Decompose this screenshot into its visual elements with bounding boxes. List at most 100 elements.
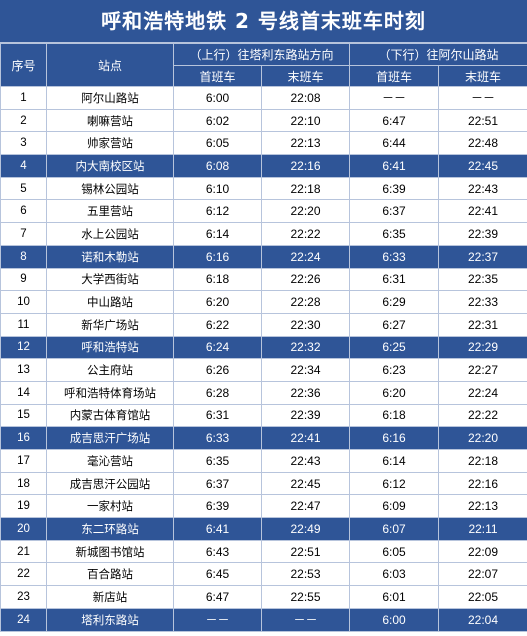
down-last-time: 22:13 xyxy=(438,494,527,519)
up-last-time: 22:26 xyxy=(260,267,351,292)
down-last-time: 22:33 xyxy=(438,290,527,314)
down-first-time: 6:01 xyxy=(349,585,440,609)
down-last-time: 22:11 xyxy=(438,517,527,541)
up-last-time: 22:28 xyxy=(260,290,351,314)
row-index: 2 xyxy=(0,108,47,133)
table-row: 20 东二环路站 6:41 22:49 6:07 22:11 xyxy=(0,517,527,541)
up-first-time: 6:45 xyxy=(173,562,262,587)
up-last-time: 22:32 xyxy=(260,335,351,360)
table-row: 1 阿尔山路站 6:00 22:08 －－ －－ xyxy=(0,86,527,110)
table-row: 23 新店站 6:47 22:55 6:01 22:05 xyxy=(0,585,527,609)
up-first-time: 6:24 xyxy=(173,335,262,360)
station-name: 五里营站 xyxy=(46,199,174,224)
row-index: 23 xyxy=(0,585,47,609)
index-header: 序号 xyxy=(0,43,47,87)
table-row: 19 一家村站 6:39 22:47 6:09 22:13 xyxy=(0,494,527,519)
row-index: 1 xyxy=(0,86,47,110)
row-index: 15 xyxy=(0,403,47,428)
down-first-time: 6:20 xyxy=(349,380,440,405)
up-first-time: 6:16 xyxy=(173,244,262,269)
down-last-time: 22:45 xyxy=(438,154,527,178)
row-index: 4 xyxy=(0,154,47,178)
table-row: 17 毫沁营站 6:35 22:43 6:14 22:18 xyxy=(0,449,527,473)
down-first-time: 6:39 xyxy=(349,176,440,201)
up-last-time: 22:16 xyxy=(260,154,351,178)
up-last-time: 22:36 xyxy=(260,380,351,405)
up-last-time: 22:53 xyxy=(260,562,351,587)
down-last-time: 22:41 xyxy=(438,199,527,224)
up-first-time: 6:37 xyxy=(173,471,262,496)
row-index: 8 xyxy=(0,244,47,269)
up-last-time: －－ xyxy=(260,607,351,632)
station-name: 新城图书馆站 xyxy=(46,539,174,564)
row-index: 18 xyxy=(0,471,47,496)
down-first-time: 6:09 xyxy=(349,494,440,519)
up-last-time: 22:10 xyxy=(260,108,351,133)
down-last-time: 22:04 xyxy=(438,607,527,632)
station-name: 中山路站 xyxy=(46,290,174,314)
up-first-header: 首班车 xyxy=(173,65,262,87)
row-index: 10 xyxy=(0,290,47,314)
down-first-time: 6:31 xyxy=(349,267,440,292)
up-last-time: 22:24 xyxy=(260,244,351,269)
down-first-time: 6:00 xyxy=(349,607,440,632)
table-row: 8 诺和木勒站 6:16 22:24 6:33 22:37 xyxy=(0,244,527,269)
down-first-time: 6:03 xyxy=(349,562,440,587)
station-name: 百合路站 xyxy=(46,562,174,587)
station-name: 东二环路站 xyxy=(46,517,174,541)
up-last-time: 22:47 xyxy=(260,494,351,519)
up-first-time: 6:33 xyxy=(173,426,262,450)
down-first-time: 6:44 xyxy=(349,131,440,156)
up-first-time: 6:35 xyxy=(173,449,262,473)
up-last-time: 22:55 xyxy=(260,585,351,609)
up-first-time: 6:26 xyxy=(173,358,262,382)
table-row: 24 塔利东路站 －－ －－ 6:00 22:04 xyxy=(0,607,527,632)
up-last-time: 22:18 xyxy=(260,176,351,201)
up-last-time: 22:13 xyxy=(260,131,351,156)
down-last-time: 22:27 xyxy=(438,358,527,382)
table-row: 5 锡林公园站 6:10 22:18 6:39 22:43 xyxy=(0,176,527,201)
station-name: 成吉思汗广场站 xyxy=(46,426,174,450)
up-last-time: 22:49 xyxy=(260,517,351,541)
down-last-time: 22:37 xyxy=(438,244,527,269)
station-name: 帅家营站 xyxy=(46,131,174,156)
station-name: 毫沁营站 xyxy=(46,449,174,473)
up-first-time: 6:39 xyxy=(173,494,262,519)
timetable: 序号 站点 （上行）往塔利东路站方向 （下行）往阿尔山路站 首班车 末班车 首班… xyxy=(0,43,527,632)
station-name: 呼和浩特站 xyxy=(46,335,174,360)
row-index: 12 xyxy=(0,335,47,360)
station-name: 阿尔山路站 xyxy=(46,86,174,110)
down-first-time: 6:12 xyxy=(349,471,440,496)
down-last-time: 22:24 xyxy=(438,380,527,405)
down-direction-header: （下行）往阿尔山路站 xyxy=(349,43,527,66)
table-row: 7 水上公园站 6:14 22:22 6:35 22:39 xyxy=(0,222,527,246)
down-first-time: 6:16 xyxy=(349,426,440,450)
up-first-time: 6:08 xyxy=(173,154,262,178)
row-index: 24 xyxy=(0,607,47,632)
up-first-time: 6:18 xyxy=(173,267,262,292)
down-first-time: 6:47 xyxy=(349,108,440,133)
up-first-time: 6:14 xyxy=(173,222,262,246)
up-direction-header: （上行）往塔利东路站方向 xyxy=(172,43,351,66)
timetable-header: 序号 站点 （上行）往塔利东路站方向 （下行）往阿尔山路站 首班车 末班车 首班… xyxy=(0,43,527,87)
table-row: 4 内大南校区站 6:08 22:16 6:41 22:45 xyxy=(0,154,527,178)
up-first-time: －－ xyxy=(173,607,262,632)
down-first-time: 6:18 xyxy=(349,403,440,428)
up-first-time: 6:28 xyxy=(173,380,262,405)
table-row: 22 百合路站 6:45 22:53 6:03 22:07 xyxy=(0,562,527,587)
row-index: 11 xyxy=(0,312,47,337)
row-index: 17 xyxy=(0,449,47,473)
down-last-time: 22:22 xyxy=(438,403,527,428)
down-first-time: －－ xyxy=(349,86,440,110)
up-last-time: 22:30 xyxy=(260,312,351,337)
table-row: 12 呼和浩特站 6:24 22:32 6:25 22:29 xyxy=(0,335,527,360)
down-first-header: 首班车 xyxy=(349,65,440,87)
table-row: 13 公主府站 6:26 22:34 6:23 22:27 xyxy=(0,358,527,382)
up-first-time: 6:10 xyxy=(173,176,262,201)
up-last-time: 22:20 xyxy=(260,199,351,224)
down-last-time: 22:31 xyxy=(438,312,527,337)
row-index: 14 xyxy=(0,380,47,405)
down-last-time: －－ xyxy=(438,86,527,110)
timetable-body: 1 阿尔山路站 6:00 22:08 －－ －－ 2 喇嘛营站 6:02 22:10 6:47 22:… xyxy=(0,86,527,632)
